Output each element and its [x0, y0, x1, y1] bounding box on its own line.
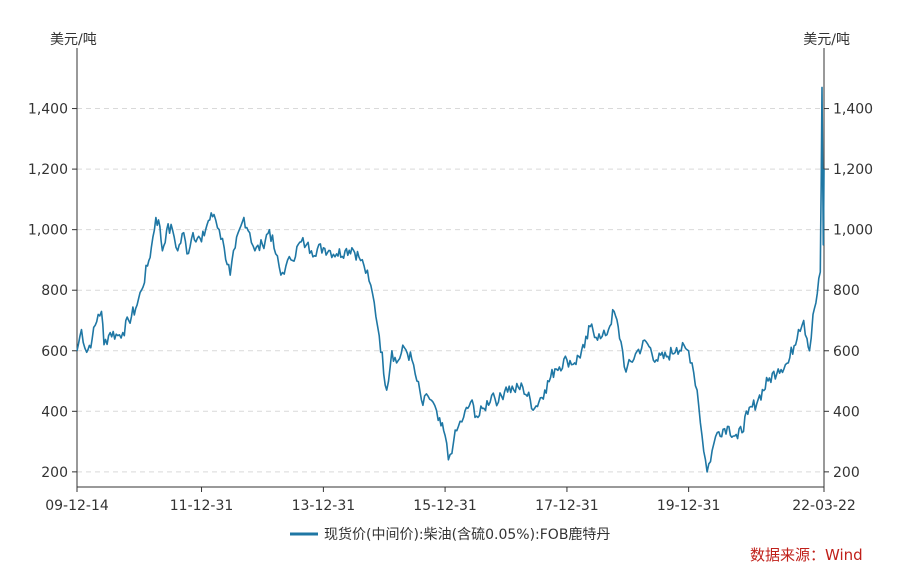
right-unit-label: 美元/吨 [803, 32, 850, 48]
x-ticks: 09-12-14 11-12-31 13-12-31 15-12-31 17-12-31… [45, 487, 856, 514]
x-tick-label: 19-12-31 [657, 498, 721, 514]
right-y-ticks: 200 400 600 800 1,000 1,200 1,400 [824, 102, 873, 481]
y-tick-label-left: 200 [41, 465, 68, 481]
y-tick-label-left: 1,000 [28, 223, 68, 239]
legend-label: 现货价(中间价):柴油(含硫0.05%):FOB鹿特丹 [324, 526, 610, 543]
y-tick-label-left: 600 [41, 344, 68, 360]
source-label: 数据来源：Wind [750, 546, 863, 564]
x-tick-label: 17-12-31 [535, 498, 599, 514]
y-tick-label-right: 1,400 [833, 102, 873, 118]
y-tick-label-right: 1,000 [833, 223, 873, 239]
x-tick-label: 13-12-31 [292, 498, 356, 514]
y-tick-label-right: 800 [833, 283, 860, 299]
y-tick-label-left: 1,200 [28, 162, 68, 178]
x-tick-label: 09-12-14 [45, 498, 109, 514]
y-tick-label-right: 400 [833, 404, 860, 420]
y-tick-label-right: 1,200 [833, 162, 873, 178]
x-tick-label: 22-03-22 [792, 498, 856, 514]
legend: 现货价(中间价):柴油(含硫0.05%):FOB鹿特丹 [290, 526, 610, 543]
y-tick-label-right: 200 [833, 465, 860, 481]
gridlines [77, 108, 824, 473]
y-tick-label-left: 800 [41, 283, 68, 299]
y-tick-label-right: 600 [833, 344, 860, 360]
x-tick-label: 11-12-31 [170, 498, 234, 514]
series-line-diesel [76, 86, 825, 473]
left-y-ticks: 200 400 600 800 1,000 1,200 1,400 [28, 102, 77, 481]
y-tick-label-left: 1,400 [28, 102, 68, 118]
y-tick-label-left: 400 [41, 404, 68, 420]
left-unit-label: 美元/吨 [50, 32, 97, 48]
x-tick-label: 15-12-31 [413, 498, 477, 514]
